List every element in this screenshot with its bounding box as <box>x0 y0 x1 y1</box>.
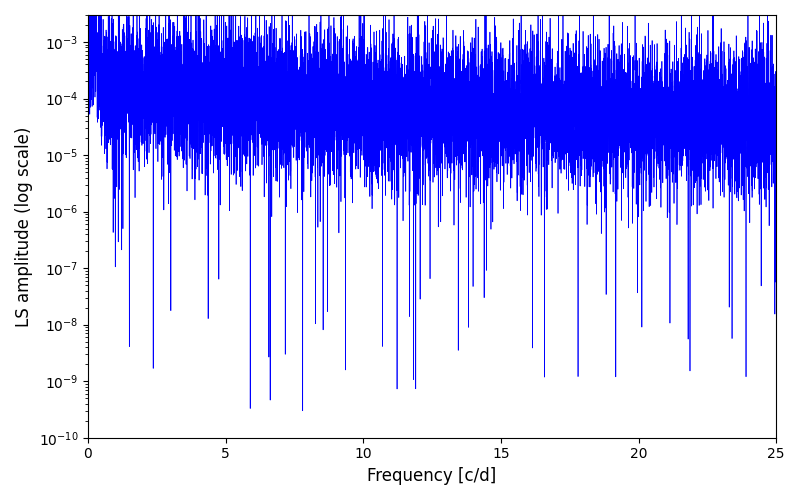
Y-axis label: LS amplitude (log scale): LS amplitude (log scale) <box>15 126 33 326</box>
X-axis label: Frequency [c/d]: Frequency [c/d] <box>367 467 497 485</box>
